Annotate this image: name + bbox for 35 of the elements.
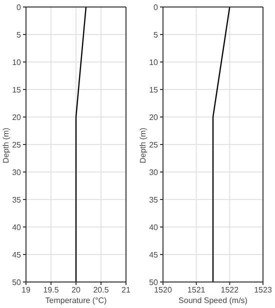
y-tick-label: 25 bbox=[149, 140, 159, 150]
y-tick-label: 15 bbox=[12, 85, 22, 94]
y-axis-title: Depth (m) bbox=[2, 127, 10, 163]
y-tick-label: 20 bbox=[149, 112, 159, 122]
y-axis-title: Depth (m) bbox=[138, 127, 148, 163]
y-tick-label: 40 bbox=[149, 222, 159, 232]
y-tick-label: 50 bbox=[149, 278, 159, 287]
x-tick-label: 1521 bbox=[187, 286, 206, 295]
y-tick-label: 35 bbox=[12, 195, 22, 204]
y-tick-label: 30 bbox=[12, 168, 22, 177]
x-axis-title: Temperature (°C) bbox=[44, 296, 108, 305]
x-tick-label: 1522 bbox=[220, 286, 240, 295]
x-tick-label: 19.5 bbox=[43, 286, 60, 295]
y-tick-label: 0 bbox=[16, 2, 22, 12]
y-tick-label: 0 bbox=[154, 2, 159, 12]
y-tick-label: 30 bbox=[149, 168, 159, 177]
x-axis-title: Sound Speed (m/s) bbox=[178, 296, 248, 305]
y-tick-label: 15 bbox=[149, 85, 159, 94]
y-tick-label: 5 bbox=[154, 30, 159, 40]
x-tick-label: 20 bbox=[72, 286, 81, 295]
y-tick-label: 10 bbox=[149, 58, 159, 67]
y-tick-label: 50 bbox=[12, 278, 22, 287]
y-tick-label: 35 bbox=[149, 195, 159, 204]
y-tick-label: 10 bbox=[12, 58, 22, 67]
x-tick-label: 19 bbox=[22, 286, 31, 295]
y-tick-label: 45 bbox=[149, 250, 159, 260]
y-tick-label: 45 bbox=[12, 250, 22, 260]
x-tick-label: 20.5 bbox=[93, 286, 110, 295]
x-tick-label: 1523 bbox=[254, 286, 272, 295]
x-tick-label: 1520 bbox=[154, 286, 172, 295]
y-tick-label: 40 bbox=[12, 222, 22, 232]
y-tick-label: 20 bbox=[12, 112, 22, 122]
y-tick-label: 5 bbox=[16, 30, 22, 40]
y-tick-label: 25 bbox=[12, 140, 22, 150]
x-tick-label: 21 bbox=[122, 286, 131, 295]
